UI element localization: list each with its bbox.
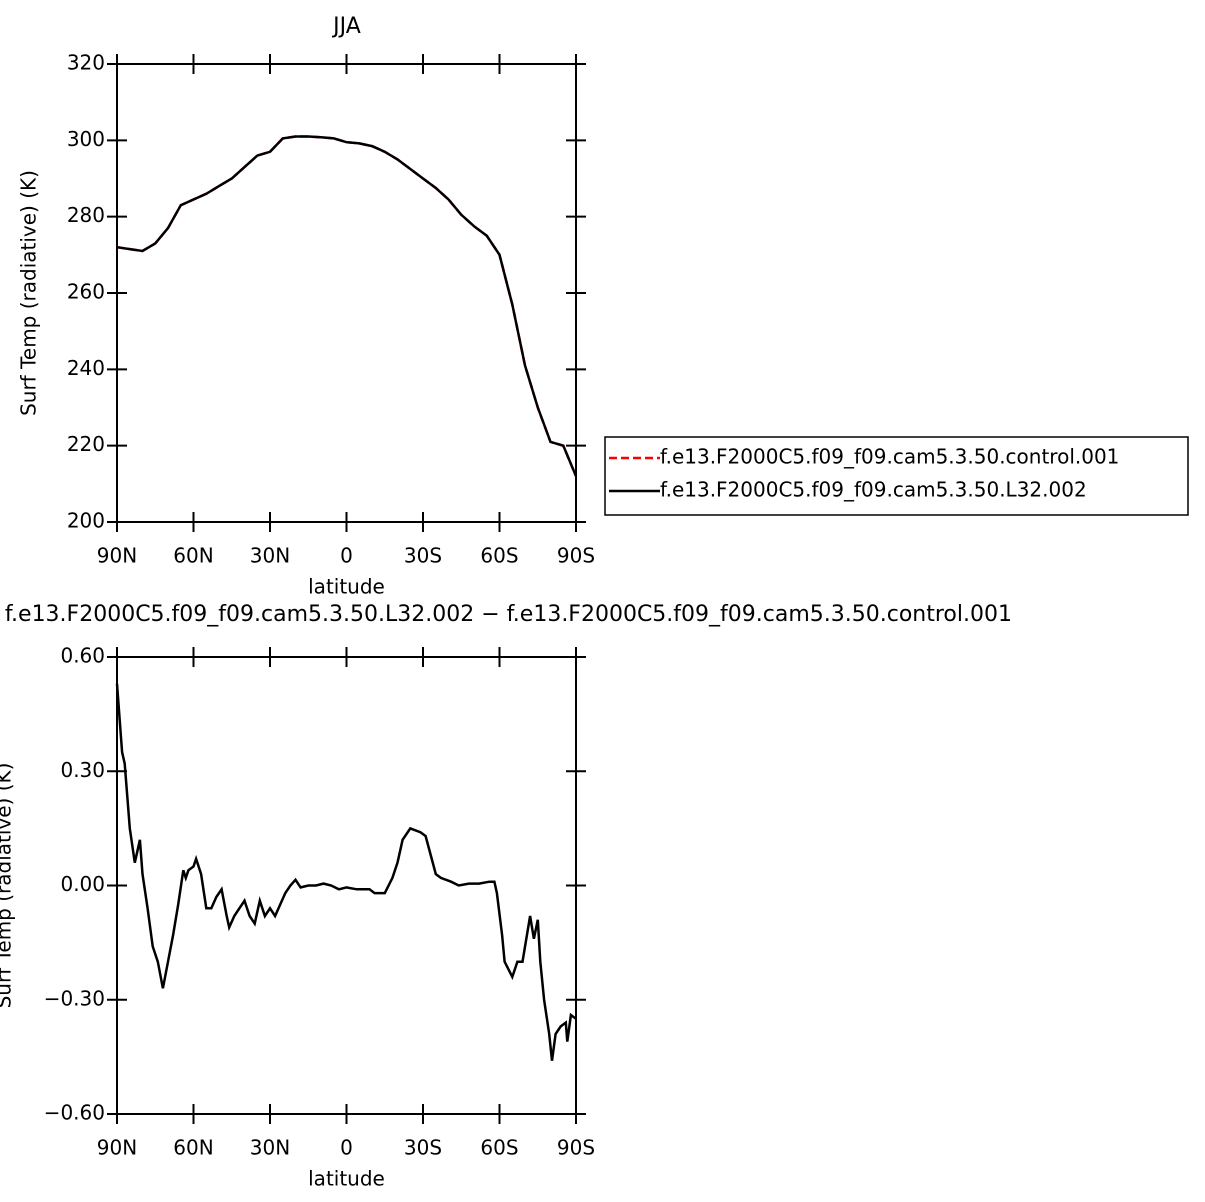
x-tick-label: 90S: [557, 544, 595, 568]
legend-label: f.e13.F2000C5.f09_f09.cam5.3.50.control.…: [660, 445, 1119, 469]
x-tick-label: 60S: [480, 1136, 518, 1160]
y-tick-label: 240: [67, 356, 105, 380]
x-tick-label: 30S: [404, 1136, 442, 1160]
x-tick-label: 60N: [173, 544, 213, 568]
y-tick-label: −0.30: [44, 986, 105, 1010]
plot-frame: [116, 63, 577, 523]
x-tick-label: 90N: [97, 544, 137, 568]
x-tick-label: 0: [340, 1136, 353, 1160]
x-tick-label: 90S: [557, 1136, 595, 1160]
x-axis-label: latitude: [308, 575, 385, 599]
y-tick-label: 0.30: [60, 758, 105, 782]
chart-title: f.e13.F2000C5.f09_f09.cam5.3.50.L32.002 …: [5, 602, 1012, 627]
x-tick-label: 60S: [480, 544, 518, 568]
data-line: [116, 135, 578, 477]
y-tick-label: 200: [67, 509, 105, 533]
plot-frame: [116, 656, 577, 1115]
y-tick-label: 220: [67, 432, 105, 456]
y-tick-label: 320: [67, 51, 105, 75]
x-tick-label: 60N: [173, 1136, 213, 1160]
data-line: [115, 683, 577, 1061]
x-tick-label: 90N: [97, 1136, 137, 1160]
y-axis-label: Surf Temp (radiative) (K): [0, 763, 16, 1009]
chart-title: JJA: [331, 14, 361, 39]
x-axis-label: latitude: [308, 1167, 385, 1191]
y-tick-label: 280: [67, 203, 105, 227]
x-tick-label: 30S: [404, 544, 442, 568]
x-tick-label: 30N: [250, 1136, 290, 1160]
y-tick-label: −0.60: [44, 1101, 105, 1125]
y-tick-label: 0.60: [60, 644, 105, 668]
y-tick-label: 260: [67, 280, 105, 304]
data-line: [116, 135, 578, 477]
x-tick-label: 0: [340, 544, 353, 568]
x-tick-label: 30N: [250, 544, 290, 568]
y-tick-label: 300: [67, 127, 105, 151]
y-tick-label: 0.00: [60, 872, 105, 896]
y-axis-label: Surf Temp (radiative) (K): [17, 170, 41, 416]
legend-label: f.e13.F2000C5.f09_f09.cam5.3.50.L32.002: [660, 478, 1087, 502]
legend-box: [604, 436, 1189, 516]
